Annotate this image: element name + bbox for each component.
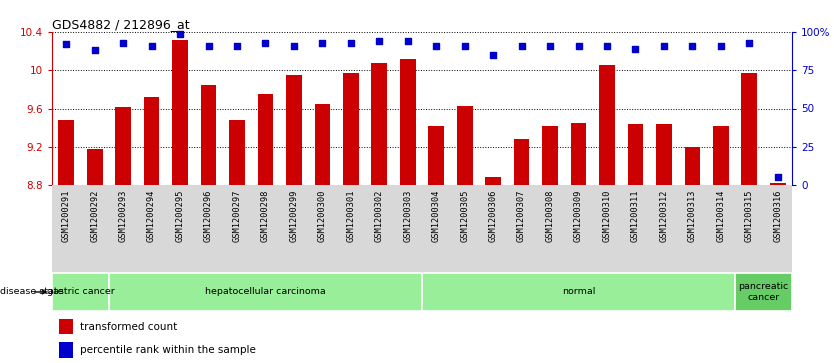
- Point: [59, 41, 73, 47]
- Text: GSM1200296: GSM1200296: [204, 189, 213, 242]
- Text: GSM1200294: GSM1200294: [147, 189, 156, 242]
- Text: GSM1200297: GSM1200297: [233, 189, 242, 242]
- Bar: [457, 106, 473, 185]
- Bar: [314, 104, 330, 185]
- Text: normal: normal: [562, 287, 595, 297]
- Text: GSM1200300: GSM1200300: [318, 189, 327, 242]
- Text: GSM1200316: GSM1200316: [773, 189, 782, 242]
- Point: [486, 52, 500, 58]
- Bar: [741, 73, 757, 185]
- Text: pancreatic
cancer: pancreatic cancer: [738, 282, 789, 302]
- Bar: [713, 126, 729, 185]
- Bar: [109, 273, 422, 311]
- Text: GSM1200291: GSM1200291: [62, 189, 71, 242]
- Bar: [59, 342, 73, 358]
- Text: disease state: disease state: [0, 287, 63, 297]
- Point: [316, 40, 329, 46]
- Point: [515, 43, 528, 49]
- Text: GDS4882 / 212896_at: GDS4882 / 212896_at: [52, 18, 189, 31]
- Point: [714, 43, 727, 49]
- Bar: [685, 147, 701, 185]
- Text: GSM1200312: GSM1200312: [660, 189, 668, 242]
- Text: GSM1200303: GSM1200303: [404, 189, 412, 242]
- Text: GSM1200315: GSM1200315: [745, 189, 754, 242]
- Point: [373, 38, 386, 44]
- Text: hepatocellular carcinoma: hepatocellular carcinoma: [205, 287, 326, 297]
- Bar: [735, 273, 792, 311]
- Text: GSM1200311: GSM1200311: [631, 189, 640, 242]
- Text: GSM1200309: GSM1200309: [574, 189, 583, 242]
- Bar: [229, 120, 245, 185]
- Bar: [570, 123, 586, 185]
- Bar: [173, 40, 188, 185]
- Bar: [115, 107, 131, 185]
- Text: GSM1200301: GSM1200301: [346, 189, 355, 242]
- Bar: [52, 273, 109, 311]
- Bar: [59, 319, 73, 334]
- Point: [742, 40, 756, 46]
- Point: [401, 38, 414, 44]
- Bar: [770, 183, 786, 185]
- Bar: [371, 62, 387, 185]
- Point: [458, 43, 471, 49]
- Text: GSM1200304: GSM1200304: [432, 189, 440, 242]
- Bar: [599, 65, 615, 185]
- Bar: [87, 149, 103, 185]
- Text: GSM1200307: GSM1200307: [517, 189, 526, 242]
- Bar: [542, 126, 558, 185]
- Point: [544, 43, 557, 49]
- Text: GSM1200305: GSM1200305: [460, 189, 470, 242]
- Bar: [628, 124, 643, 185]
- Point: [686, 43, 699, 49]
- Point: [657, 43, 671, 49]
- Text: GSM1200293: GSM1200293: [118, 189, 128, 242]
- Point: [202, 43, 215, 49]
- Text: gastric cancer: gastric cancer: [47, 287, 114, 297]
- Point: [173, 30, 187, 36]
- Bar: [429, 126, 444, 185]
- Text: GSM1200292: GSM1200292: [90, 189, 99, 242]
- Bar: [422, 273, 735, 311]
- Bar: [143, 97, 159, 185]
- Point: [145, 43, 158, 49]
- Point: [287, 43, 300, 49]
- Point: [88, 48, 102, 53]
- Point: [572, 43, 585, 49]
- Text: GSM1200308: GSM1200308: [545, 189, 555, 242]
- Point: [259, 40, 272, 46]
- Text: GSM1200310: GSM1200310: [602, 189, 611, 242]
- Point: [600, 43, 614, 49]
- Text: GSM1200299: GSM1200299: [289, 189, 299, 242]
- Point: [430, 43, 443, 49]
- Bar: [400, 59, 415, 185]
- Bar: [343, 73, 359, 185]
- Bar: [258, 94, 274, 185]
- Bar: [201, 85, 216, 185]
- Text: GSM1200295: GSM1200295: [176, 189, 184, 242]
- Text: GSM1200302: GSM1200302: [374, 189, 384, 242]
- Text: GSM1200313: GSM1200313: [688, 189, 697, 242]
- Bar: [485, 178, 501, 185]
- Text: percentile rank within the sample: percentile rank within the sample: [80, 345, 256, 355]
- Text: GSM1200306: GSM1200306: [489, 189, 498, 242]
- Point: [117, 40, 130, 46]
- Bar: [58, 120, 74, 185]
- Point: [771, 175, 785, 180]
- Bar: [514, 139, 530, 185]
- Point: [629, 46, 642, 52]
- Point: [344, 40, 358, 46]
- Text: transformed count: transformed count: [80, 322, 178, 331]
- Text: GSM1200314: GSM1200314: [716, 189, 726, 242]
- Bar: [656, 124, 671, 185]
- Bar: [286, 75, 302, 185]
- Point: [230, 43, 244, 49]
- Text: GSM1200298: GSM1200298: [261, 189, 270, 242]
